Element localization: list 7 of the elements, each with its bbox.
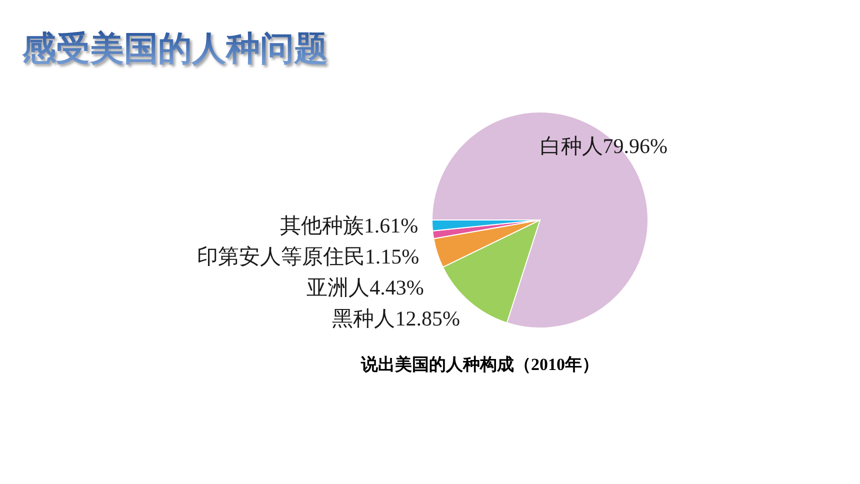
text: 说出美国的人种构成（2010年） <box>360 355 599 374</box>
slice-label: 印第安人等原住民1.15% <box>196 244 420 268</box>
slice-label: 亚洲人4.43% <box>306 275 424 300</box>
chart-title: 感受美国的人种问题 <box>21 29 328 69</box>
slice-label: 白种人79.96% <box>540 134 668 158</box>
slice-label: 其他种族1.61% <box>280 213 418 238</box>
slice-label: 黑种人12.85% <box>332 306 460 330</box>
